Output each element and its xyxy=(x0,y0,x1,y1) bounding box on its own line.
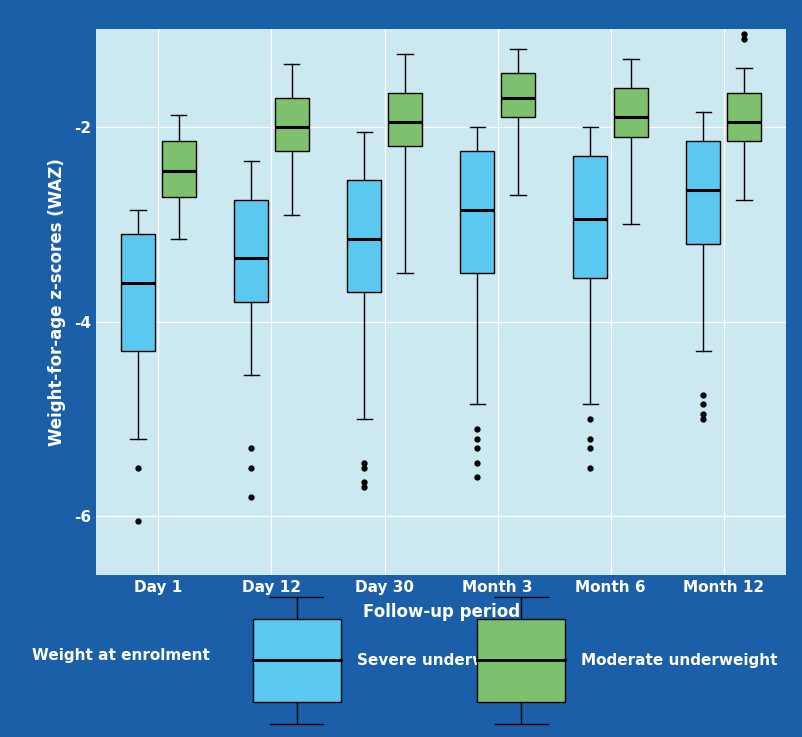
Bar xyxy=(477,619,565,702)
Bar xyxy=(253,619,341,702)
Bar xyxy=(614,88,648,136)
Text: Severe underweight: Severe underweight xyxy=(357,653,531,668)
Bar xyxy=(388,93,422,147)
Text: Moderate underweight: Moderate underweight xyxy=(581,653,778,668)
X-axis label: Follow-up period: Follow-up period xyxy=(363,603,520,621)
Bar xyxy=(162,142,196,197)
Bar xyxy=(347,181,381,293)
Bar xyxy=(573,156,607,278)
Bar xyxy=(687,142,720,244)
Bar xyxy=(727,93,761,142)
Y-axis label: Weight-for-age z-scores (WAZ): Weight-for-age z-scores (WAZ) xyxy=(48,158,66,446)
Bar xyxy=(460,151,494,273)
Bar xyxy=(121,234,155,351)
Text: Weight at enrolment: Weight at enrolment xyxy=(32,649,210,663)
Bar xyxy=(501,73,535,117)
Bar xyxy=(275,97,309,151)
Bar xyxy=(234,200,268,302)
